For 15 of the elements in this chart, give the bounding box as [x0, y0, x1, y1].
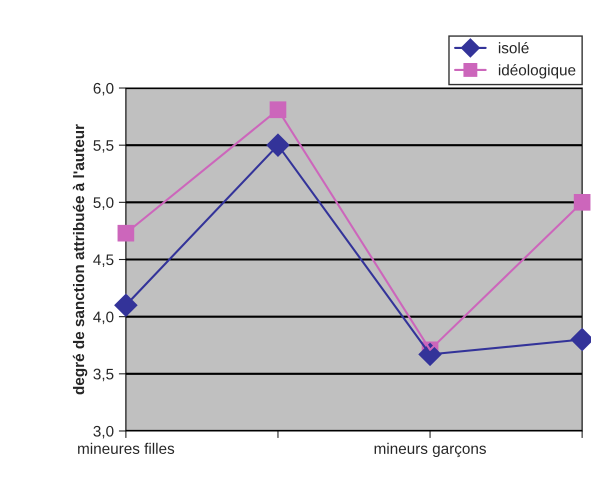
x-tick-label: mineurs garçons — [374, 442, 486, 458]
y-tick-label: 5,5 — [93, 140, 114, 153]
y-tick-label: 4,5 — [93, 254, 114, 267]
y-tick-label: 4,0 — [93, 312, 114, 324]
point — [574, 194, 590, 211]
point — [118, 224, 134, 242]
y-tick-label: 3,5 — [93, 368, 114, 382]
y-tick-label: 6,0 — [94, 82, 114, 96]
point — [114, 294, 138, 317]
y-tick-label: 3,0 — [93, 426, 114, 438]
x-tick-label: mineures filles — [78, 442, 174, 454]
legend-label: idéologique — [498, 64, 576, 78]
y-axis-title: degré de sanction attribuée à l'auteur — [72, 124, 88, 394]
legend-label: isolé — [498, 42, 529, 54]
y-tick-label: 5,0 — [93, 197, 114, 210]
